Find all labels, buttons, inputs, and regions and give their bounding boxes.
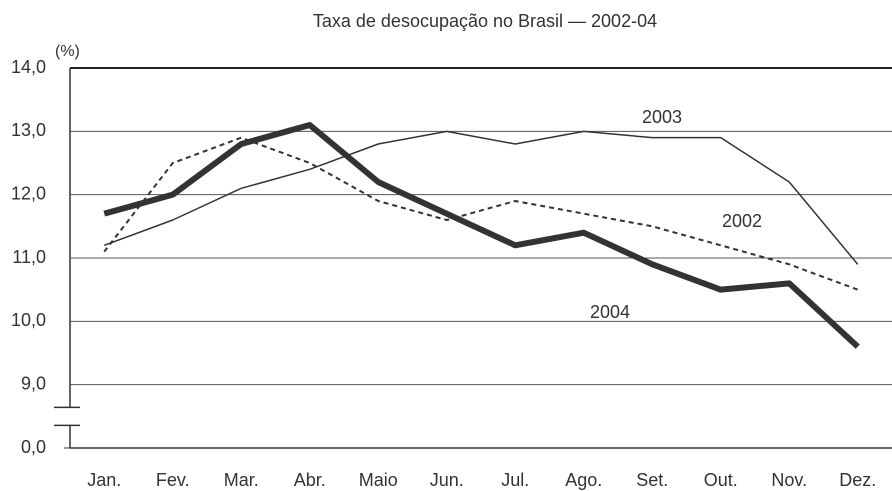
series-line — [103, 122, 860, 349]
series-label: 2002 — [722, 211, 762, 231]
x-tick-label: Out. — [704, 470, 738, 490]
axis-break-gap — [68, 407, 72, 426]
y-tick-label: 0,0 — [21, 437, 46, 457]
y-tick-label: 14,0 — [11, 57, 46, 77]
x-tick-label: Fev. — [156, 470, 190, 490]
x-tick-label: Nov. — [771, 470, 807, 490]
y-tick-label: 10,0 — [11, 310, 46, 330]
x-tick-label: Abr. — [294, 470, 326, 490]
y-tick-label: 9,0 — [21, 373, 46, 393]
y-tick-label: 13,0 — [11, 120, 46, 140]
x-tick-label: Mar. — [224, 470, 259, 490]
series-line — [103, 130, 859, 265]
series-line — [103, 136, 859, 291]
y-tick-label: 12,0 — [11, 183, 46, 203]
x-tick-label: Ago. — [565, 470, 602, 490]
x-tick-label: Jan. — [87, 470, 121, 490]
x-tick-label: Set. — [636, 470, 668, 490]
x-tick-label: Jun. — [430, 470, 464, 490]
series-label: 2003 — [642, 107, 682, 127]
x-tick-label: Jul. — [501, 470, 529, 490]
y-axis-label: (%) — [55, 43, 80, 60]
x-tick-label: Dez. — [839, 470, 876, 490]
x-tick-label: Maio — [359, 470, 398, 490]
y-tick-label: 11,0 — [12, 247, 46, 267]
series-label: 2004 — [590, 302, 630, 322]
chart-title: Taxa de desocupação no Brasil — 2002-04 — [313, 11, 657, 31]
